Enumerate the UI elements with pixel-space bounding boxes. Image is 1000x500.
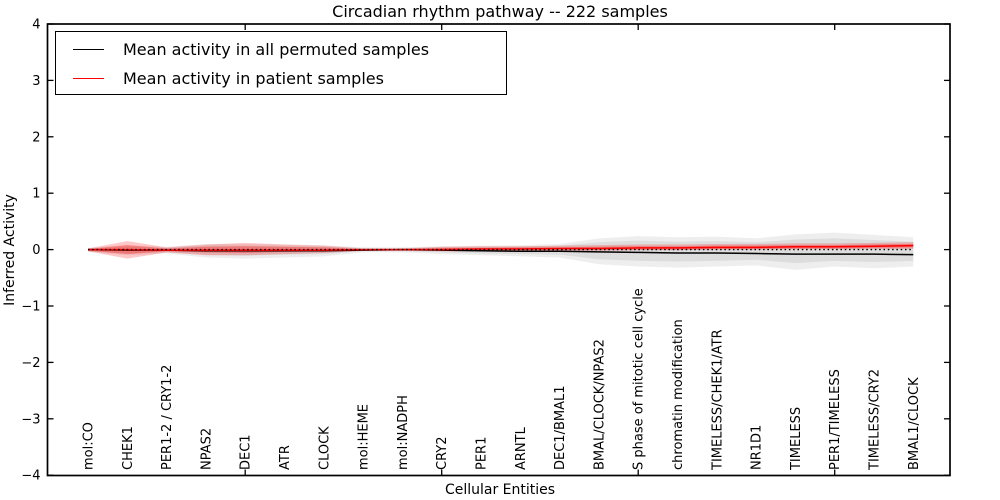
category-label: ATR <box>278 445 293 470</box>
y-tick-label: −2 <box>21 356 40 371</box>
category-label: TIMELESS/CRY2 <box>868 369 883 471</box>
category-label: NR1D1 <box>750 425 765 470</box>
category-label: PER1/TIMELESS <box>828 369 843 470</box>
chart-title: Circadian rhythm pathway -- 222 samples <box>332 2 668 21</box>
y-tick-label: 4 <box>32 18 40 33</box>
category-label: CRY2 <box>435 437 450 471</box>
y-tick-label: −1 <box>21 300 40 315</box>
tick-labels: 4 3 2 1 0 −1 −2 −3 −4 mol:CO CHEK1 PER1-2 / CRY1-2 N… <box>21 18 921 484</box>
category-label: NPAS2 <box>199 428 214 470</box>
permuted-line-swatch <box>73 49 104 50</box>
category-label: BMAL1/CLOCK <box>907 377 922 470</box>
category-label: CLOCK <box>317 426 332 470</box>
y-tick-label: −4 <box>21 469 40 484</box>
patient-mean-line <box>88 244 914 251</box>
category-label: CHEK1 <box>121 426 136 470</box>
series-lines <box>87 244 914 256</box>
category-label: PER1-2 / CRY1-2 <box>160 365 175 470</box>
category-label: chromatin modification <box>671 319 686 470</box>
patient-line-swatch <box>73 78 104 79</box>
category-label: mol:HEME <box>357 404 372 470</box>
y-tick-label: −3 <box>21 412 40 427</box>
legend-label-permuted: Mean activity in all permuted samples <box>123 40 430 59</box>
category-label: TIMELESS <box>789 407 804 471</box>
y-tick-label: 3 <box>32 74 40 89</box>
category-label: S phase of mitotic cell cycle <box>632 288 647 470</box>
category-label: DEC1/BMAL1 <box>553 386 568 471</box>
category-label: mol:CO <box>82 422 97 470</box>
x-axis-label: Cellular Entities <box>445 482 555 498</box>
y-axis-label: Inferred Activity <box>2 194 18 306</box>
axes <box>46 23 951 477</box>
legend-item-patient: Mean activity in patient samples <box>56 64 506 93</box>
legend-item-permuted: Mean activity in all permuted samples <box>56 35 506 64</box>
patient-band-outer <box>88 241 914 259</box>
category-label: PER1 <box>475 437 490 470</box>
category-label: mol:NADPH <box>396 395 411 470</box>
legend-label-patient: Mean activity in patient samples <box>123 69 384 88</box>
category-label: BMAL/CLOCK/NPAS2 <box>592 339 607 470</box>
category-label: ARNTL <box>514 426 529 470</box>
y-tick-label: 1 <box>32 187 40 202</box>
category-label: TIMELESS/CHEK1/ATR <box>710 329 725 471</box>
y-tick-label: 0 <box>32 243 40 258</box>
legend: Mean activity in all permuted samples Me… <box>55 31 507 95</box>
y-tick-label: 2 <box>32 130 40 145</box>
category-label: DEC1 <box>239 434 254 470</box>
